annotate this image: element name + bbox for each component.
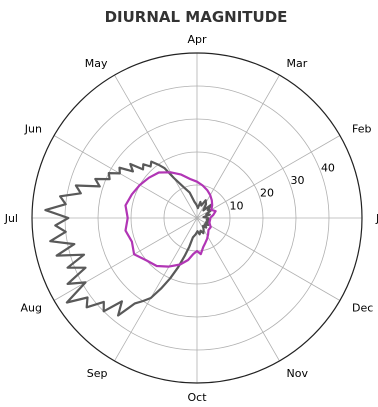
- angular-gridline-jun: [53, 135, 198, 219]
- month-label-mar: Mar: [287, 57, 308, 70]
- radial-tick-label-40: 40: [321, 161, 335, 174]
- angular-gridline-sep: [114, 217, 198, 362]
- radial-tick-label-10: 10: [229, 199, 243, 212]
- radial-tick-label-20: 20: [260, 187, 274, 200]
- month-label-dec: Dec: [352, 302, 373, 315]
- outer-frame: [31, 52, 363, 384]
- month-label-apr: Apr: [187, 33, 207, 46]
- month-label-may: May: [85, 57, 108, 70]
- month-label-sep: Sep: [87, 367, 108, 380]
- angular-gridline-may: [114, 74, 198, 219]
- month-label-jan: Jan: [375, 212, 378, 225]
- series-line-2: [124, 171, 217, 268]
- month-label-jul: Jul: [4, 212, 18, 225]
- angular-gridline-dec: [196, 217, 341, 301]
- chart-title: DIURNAL MAGNITUDE: [105, 8, 288, 26]
- series-layer: [44, 160, 217, 317]
- month-label-jun: Jun: [24, 123, 42, 136]
- month-label-aug: Aug: [20, 302, 41, 315]
- month-label-nov: Nov: [287, 367, 309, 380]
- month-label-oct: Oct: [187, 391, 207, 404]
- axis-labels: Jan Feb Mar Apr May Jun Jul Aug Sep Oct Nov Dec 10 20…: [4, 33, 378, 404]
- month-label-feb: Feb: [352, 123, 371, 136]
- angular-gridline-feb: [196, 135, 341, 219]
- radial-tick-label-30: 30: [290, 174, 304, 187]
- polar-grid: [31, 52, 363, 384]
- angular-gridline-aug: [53, 217, 198, 301]
- angular-gridline-nov: [196, 217, 280, 362]
- series-line-1: [44, 160, 213, 317]
